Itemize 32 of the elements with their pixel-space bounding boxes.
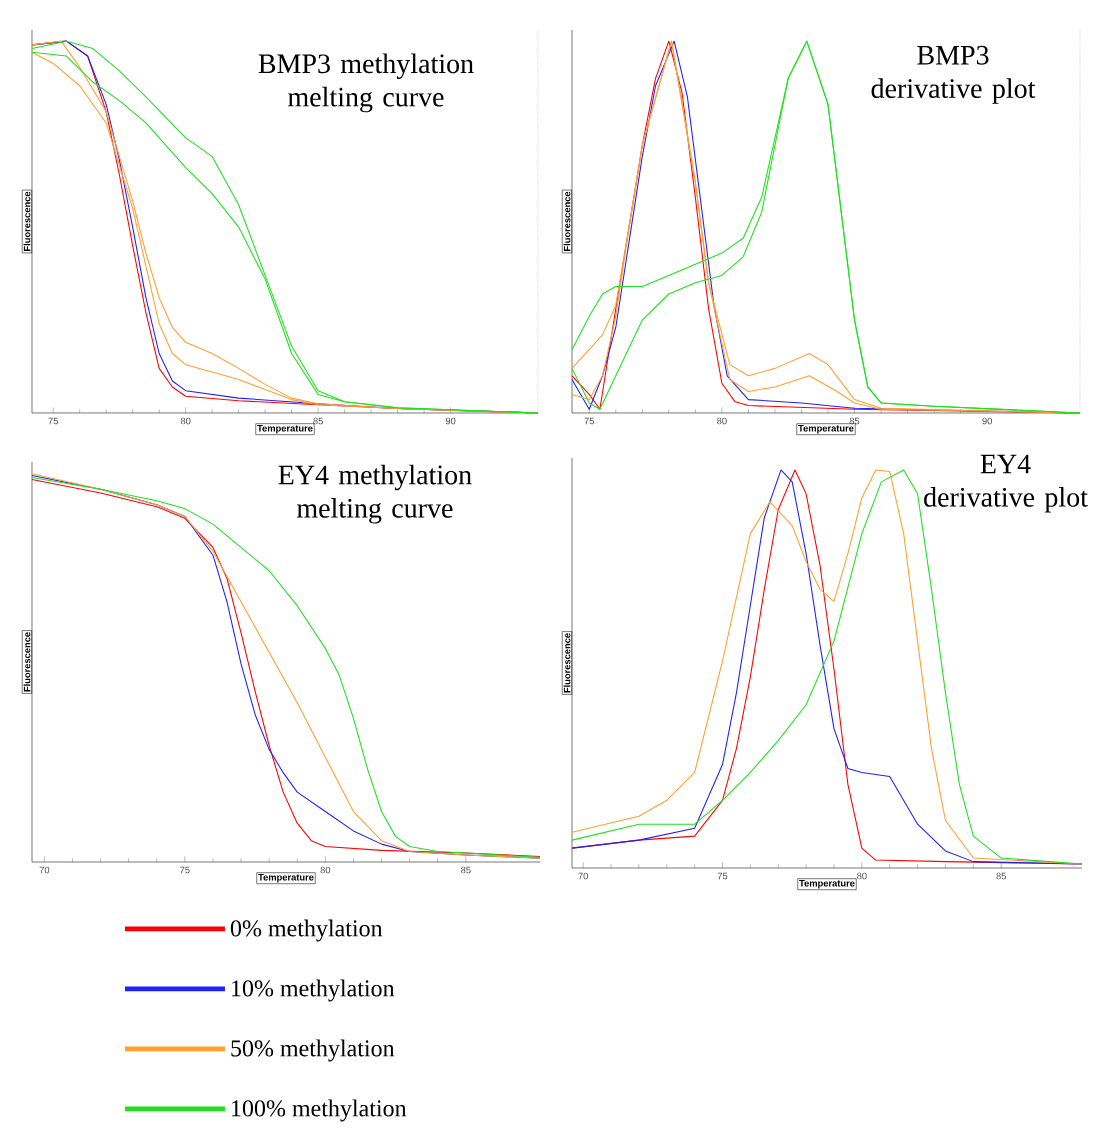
text: BMP3 derivative plot <box>871 45 1036 104</box>
x-tick-label: 90 <box>445 417 456 425</box>
x-tick-label: 70 <box>578 872 589 880</box>
x-axis-title: Temperature <box>257 425 313 434</box>
x-tick-label: 85 <box>313 417 323 425</box>
x-tick-label: 75 <box>48 417 59 425</box>
x-tick-label: 80 <box>857 872 867 880</box>
legend-label: 0% methylation <box>230 919 383 942</box>
text: BMP3 methylation melting curve <box>258 53 474 113</box>
x-tick-label: 80 <box>320 866 331 874</box>
x-tick-label: 80 <box>717 417 727 425</box>
x-tick-label: 80 <box>180 417 191 425</box>
legend-label: 100% methylation <box>232 1099 407 1122</box>
x-tick-label: 85 <box>461 866 471 874</box>
x-tick-label: 85 <box>996 872 1006 880</box>
x-tick-label: 75 <box>717 872 728 880</box>
y-axis-title: Fluorescence <box>23 632 31 692</box>
x-tick-label: 75 <box>180 866 190 874</box>
x-axis-title: Temperature <box>799 880 855 889</box>
legend-label: 50% methylation <box>231 1039 395 1062</box>
x-axis-title: Temperature <box>798 425 854 434</box>
x-tick-label: 70 <box>39 866 50 874</box>
y-axis-title: Fluorescence <box>23 191 31 251</box>
x-tick-label: 85 <box>849 417 860 425</box>
y-axis-title: Fluorescence <box>563 633 571 693</box>
legend-label: 10% methylation <box>232 979 395 1002</box>
x-tick-label: 90 <box>982 417 993 425</box>
x-axis-title: Temperature <box>258 874 314 883</box>
chart-title: EY4 derivative plot <box>924 454 1088 513</box>
y-axis-title: Fluorescence <box>563 191 571 251</box>
x-tick-label: 75 <box>584 417 595 425</box>
chart-title: EY4 methylation melting curve <box>278 464 472 524</box>
